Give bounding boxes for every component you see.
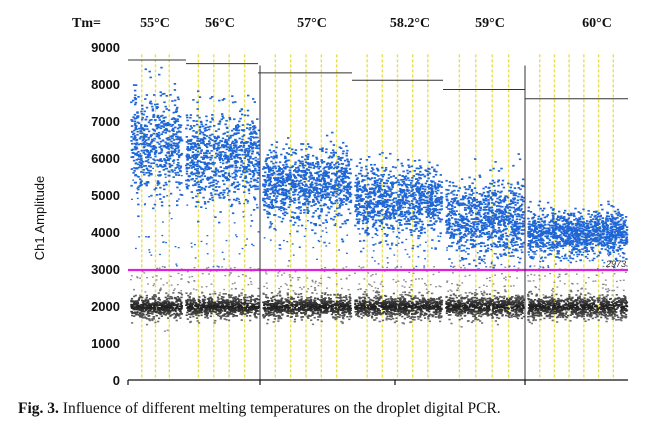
y-axis-label: Ch1 Amplitude — [32, 176, 47, 261]
tm-group-label: 58.2°C — [390, 16, 430, 31]
threshold-label: 2973 — [605, 259, 626, 269]
y-tick-label: 5000 — [91, 188, 120, 203]
y-tick-label: 8000 — [91, 77, 120, 92]
threshold-line: 2973 — [128, 259, 628, 272]
tm-group-label: 59°C — [475, 16, 505, 31]
droplet-scatter — [130, 66, 629, 332]
tm-labels: Tm= 55°C 56°C 57°C 58.2°C 59°C 60°C — [72, 16, 612, 31]
y-tick-label: 1000 — [91, 336, 120, 351]
group-dividers — [259, 65, 526, 380]
positive-droplets — [130, 66, 629, 270]
tm-group-label: 55°C — [140, 16, 170, 31]
plot-background — [0, 0, 650, 395]
group-brackets — [128, 59, 628, 100]
negative-droplets — [130, 265, 629, 332]
tm-group-label: 57°C — [297, 16, 327, 31]
tm-header: Tm= — [72, 16, 101, 31]
figure-caption: Fig. 3. Influence of different melting t… — [18, 400, 648, 418]
y-tick-label: 9000 — [91, 40, 120, 55]
y-tick-label: 7000 — [91, 114, 120, 129]
caption-text: Influence of different melting temperatu… — [58, 400, 501, 417]
y-tick-label: 2000 — [91, 299, 120, 314]
y-tick-label: 4000 — [91, 225, 120, 240]
tm-group-label: 60°C — [582, 16, 612, 31]
y-tick-label: 6000 — [91, 151, 120, 166]
y-tick-label: 3000 — [91, 262, 120, 277]
tm-group-label: 56°C — [205, 16, 235, 31]
caption-prefix: Fig. 3. — [18, 400, 59, 417]
y-tick-label: 0 — [113, 373, 120, 388]
axes: 0 1000 2000 3000 4000 5000 6000 7000 8000 9000 — [91, 40, 628, 388]
